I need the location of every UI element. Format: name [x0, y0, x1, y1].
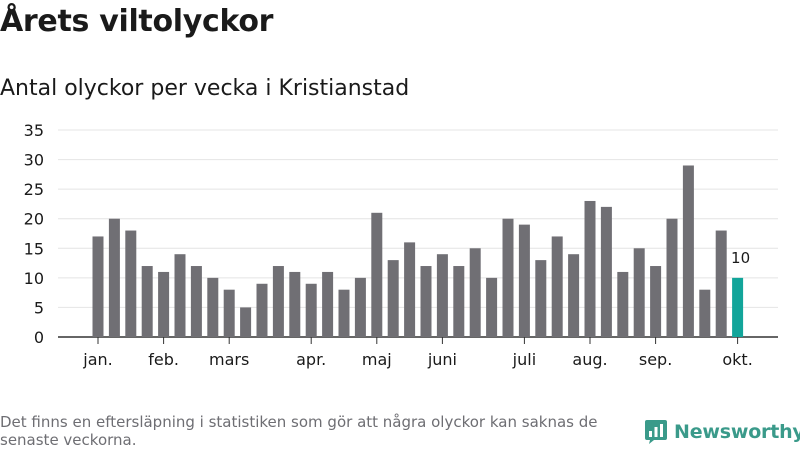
bar-chart-logo-icon — [645, 420, 667, 444]
bar — [190, 266, 202, 337]
bar — [699, 289, 711, 337]
y-tick-label: 30 — [24, 151, 44, 170]
bar — [600, 206, 612, 337]
x-tick-label: apr. — [296, 350, 326, 369]
bar — [502, 218, 514, 337]
bar — [207, 277, 219, 337]
bar — [666, 218, 678, 337]
bar — [223, 289, 235, 337]
bar — [715, 230, 727, 337]
bar — [568, 254, 580, 337]
y-tick-label: 5 — [34, 298, 44, 317]
bar — [453, 266, 465, 337]
bar — [92, 236, 104, 337]
y-axis-ticks: 0 5 10 15 20 25 30 35 — [24, 121, 44, 347]
bars: 10 — [92, 165, 750, 337]
brand[interactable]: Newsworthy — [644, 419, 800, 445]
y-tick-label: 15 — [24, 239, 44, 258]
bar — [108, 218, 120, 337]
x-tick-label: maj — [362, 350, 392, 369]
bar — [387, 260, 399, 337]
bar — [371, 212, 383, 337]
bar — [289, 271, 301, 337]
bar — [240, 307, 252, 337]
chart-title: Årets viltolyckor — [0, 4, 274, 39]
data-label: 10 — [731, 249, 750, 267]
bar — [535, 260, 547, 337]
footnote: Det finns en eftersläpning i statistiken… — [0, 413, 598, 449]
bar — [650, 266, 662, 337]
x-tick-label: jan. — [82, 350, 112, 369]
bar — [141, 266, 153, 337]
y-tick-label: 0 — [34, 328, 44, 347]
bar — [633, 248, 645, 337]
y-tick-label: 25 — [24, 180, 44, 199]
bar — [272, 266, 284, 337]
x-tick-label: aug. — [572, 350, 607, 369]
y-tick-label: 20 — [24, 210, 44, 229]
bar — [682, 165, 694, 337]
bar — [256, 283, 268, 337]
bar — [518, 224, 530, 337]
y-tick-label: 35 — [24, 121, 44, 140]
chart-subtitle: Antal olyckor per vecka i Kristianstad — [0, 76, 410, 101]
x-tick-label: mars — [209, 350, 249, 369]
bar — [420, 266, 432, 337]
bar — [305, 283, 317, 337]
bar — [174, 254, 186, 337]
x-tick-label: juli — [512, 350, 536, 369]
bar — [322, 271, 334, 337]
x-tick-label: juni — [427, 350, 457, 369]
x-tick-label: sep. — [639, 350, 672, 369]
bar-highlighted — [732, 277, 744, 337]
brand-name: Newsworthy — [674, 421, 800, 443]
x-axis-ticks: jan. feb. mars apr. maj juni juli aug. sep. okt. — [82, 337, 753, 369]
bar — [404, 242, 416, 337]
bar — [584, 200, 596, 337]
bar — [354, 277, 366, 337]
bar — [486, 277, 498, 337]
bar — [469, 248, 481, 337]
bar — [338, 289, 350, 337]
bar — [158, 271, 170, 337]
y-tick-label: 10 — [24, 269, 44, 288]
x-tick-label: feb. — [148, 350, 179, 369]
bar — [436, 254, 448, 337]
bar — [125, 230, 137, 337]
bar — [617, 271, 629, 337]
x-tick-label: okt. — [722, 350, 752, 369]
bar — [551, 236, 563, 337]
